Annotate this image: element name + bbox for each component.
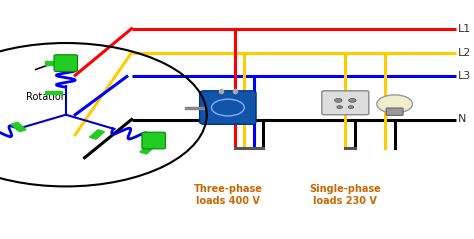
FancyBboxPatch shape — [322, 91, 369, 115]
Text: Rotation: Rotation — [26, 92, 67, 102]
Circle shape — [335, 98, 342, 102]
Circle shape — [348, 106, 354, 109]
Text: L2: L2 — [458, 48, 472, 58]
Bar — [45, 61, 62, 65]
Text: L1: L1 — [458, 24, 471, 34]
Circle shape — [348, 98, 356, 102]
Bar — [45, 91, 62, 94]
Bar — [140, 145, 155, 154]
Text: Single-phase
loads 230 V: Single-phase loads 230 V — [310, 184, 381, 206]
FancyBboxPatch shape — [386, 108, 403, 115]
Bar — [11, 122, 26, 132]
Text: Three-phase
loads 400 V: Three-phase loads 400 V — [193, 184, 262, 206]
Text: L3: L3 — [458, 71, 471, 81]
FancyBboxPatch shape — [200, 91, 256, 124]
Text: N: N — [458, 114, 466, 125]
Circle shape — [337, 106, 343, 109]
Circle shape — [377, 95, 412, 113]
Bar — [90, 130, 104, 139]
FancyBboxPatch shape — [142, 132, 165, 149]
FancyBboxPatch shape — [54, 55, 78, 71]
